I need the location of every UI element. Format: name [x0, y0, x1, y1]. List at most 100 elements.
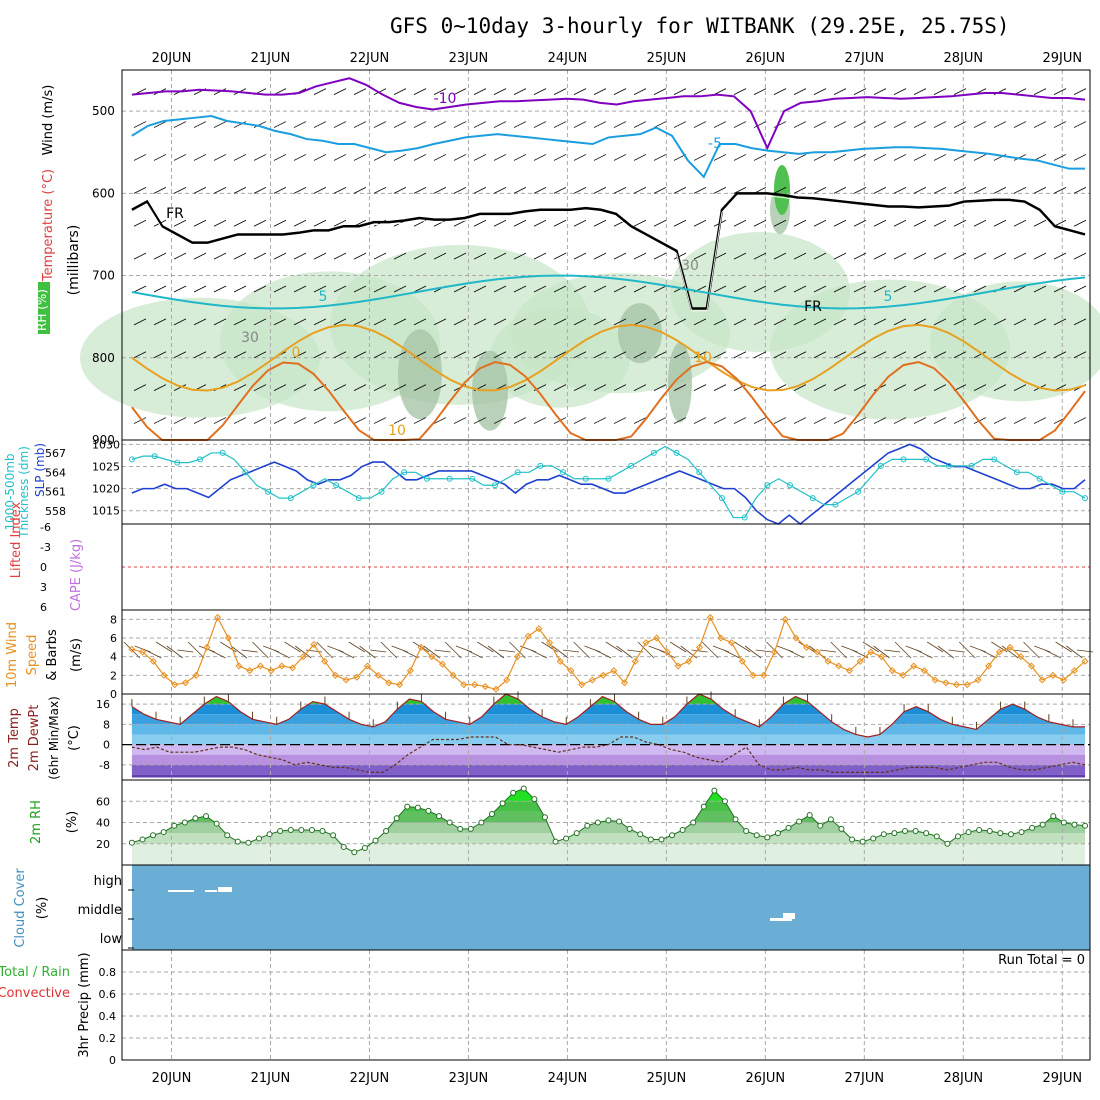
barb: [993, 417, 1007, 424]
barb: [953, 351, 967, 359]
rh-band: [131, 788, 1086, 802]
barb: [273, 417, 287, 424]
thickness-marker: [968, 462, 975, 469]
rh-marker: [986, 828, 993, 834]
barb: [753, 154, 767, 161]
barb: [433, 384, 447, 392]
barb: [613, 154, 627, 161]
wind-speed-marker: [385, 679, 393, 687]
barb: [744, 645, 762, 659]
barb: [753, 219, 767, 227]
barb: [633, 88, 647, 96]
wind-speed-marker: [535, 625, 543, 633]
rh-marker: [785, 824, 792, 831]
run-total-annotation: Run Total = 0: [998, 953, 1085, 968]
barb: [220, 641, 237, 653]
barb: [593, 121, 607, 128]
barb: [973, 384, 987, 392]
barb: [693, 318, 707, 326]
rh-marker: [351, 849, 358, 856]
barb: [693, 252, 707, 260]
barb: [466, 649, 483, 659]
barb: [153, 318, 167, 326]
wind-speed-marker: [256, 662, 264, 670]
barb: [493, 351, 507, 359]
barb: [253, 219, 267, 227]
barb: [873, 186, 887, 194]
barb: [273, 285, 287, 293]
rh-marker: [192, 815, 199, 822]
barb: [473, 154, 487, 161]
rh-marker: [796, 818, 803, 825]
barb: [153, 384, 167, 392]
barb: [313, 417, 327, 424]
barb: [973, 252, 987, 260]
barb: [393, 88, 407, 96]
rh-marker: [965, 829, 972, 836]
cloud-gap: [218, 887, 232, 892]
barb: [493, 154, 507, 161]
barb: [333, 154, 347, 161]
thickness-marker: [764, 482, 771, 489]
barb: [1073, 285, 1087, 293]
barb: [313, 285, 327, 293]
barb: [773, 88, 787, 96]
barb: [193, 252, 207, 260]
barb: [733, 186, 747, 194]
barb: [573, 154, 587, 161]
barb: [1073, 88, 1087, 96]
rh-marker: [1018, 829, 1025, 836]
barb: [553, 219, 567, 227]
barb: [893, 121, 907, 128]
panel-frame: [121, 439, 1091, 525]
wind-speed-marker: [781, 615, 789, 623]
temp-band: [131, 764, 1086, 775]
barb: [1012, 649, 1029, 653]
rh-marker: [266, 831, 273, 838]
barb: [353, 417, 367, 424]
thickness-marker: [900, 456, 907, 463]
barb: [1033, 285, 1047, 293]
barb: [873, 318, 887, 326]
barb: [353, 285, 367, 293]
barb: [594, 649, 612, 659]
wind-speed-marker: [406, 667, 414, 675]
barb: [653, 351, 667, 359]
rh-marker: [997, 830, 1004, 837]
barb: [123, 641, 141, 659]
barb: [493, 417, 507, 424]
barb: [153, 285, 167, 293]
barb: [313, 186, 327, 194]
barb: [153, 121, 167, 128]
barb: [273, 384, 287, 392]
barb: [833, 351, 847, 359]
barb: [433, 252, 447, 260]
wind-speed-marker: [653, 634, 661, 642]
wind-speed-marker: [942, 679, 950, 687]
barb: [733, 88, 747, 96]
barb: [933, 384, 947, 392]
barb: [933, 186, 947, 194]
barb: [933, 285, 947, 293]
barb: [573, 219, 587, 227]
barb: [333, 186, 347, 194]
barb: [493, 121, 507, 128]
barb: [913, 154, 927, 161]
rh-band: [131, 843, 1086, 865]
rh-marker: [372, 837, 379, 844]
wind-axis-label: & Barbs: [45, 629, 60, 681]
barb: [413, 88, 427, 96]
thickness-marker: [537, 462, 544, 469]
rh-marker: [160, 829, 167, 836]
barb: [713, 318, 727, 326]
rh-marker: [976, 826, 983, 833]
thickness-marker: [855, 488, 862, 495]
barb: [873, 88, 887, 96]
wind-speed-marker: [813, 648, 821, 656]
temp-band: [131, 734, 1086, 745]
barb: [893, 318, 907, 326]
barb: [753, 88, 767, 96]
barb: [173, 186, 187, 194]
barb: [273, 219, 287, 227]
barb: [753, 121, 767, 128]
